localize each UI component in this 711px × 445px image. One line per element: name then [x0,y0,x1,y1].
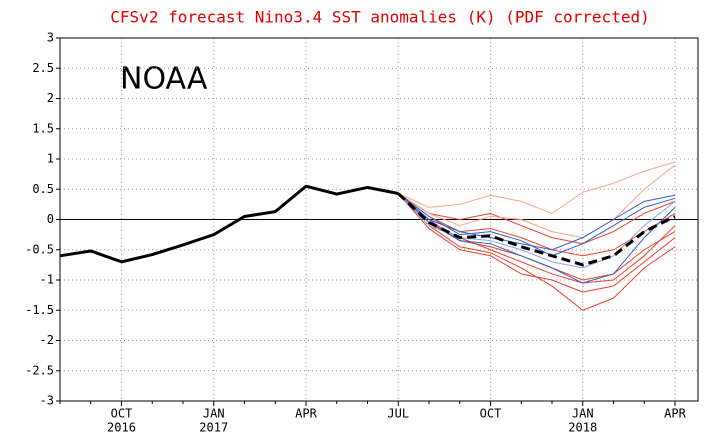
y-tick-label: 2.5 [32,61,54,75]
x-tick-label: OCT [480,407,502,421]
y-tick-label: -1 [40,273,54,287]
x-tick-label: OCT [111,407,133,421]
series-line [398,161,676,214]
series-line [397,192,676,267]
y-tick-label: -0.5 [25,242,54,256]
plot-frame [59,37,699,402]
series-line [397,193,676,245]
series-line [397,193,676,257]
x-year-label: 2018 [568,421,597,435]
x-tick-label: APR [664,407,686,421]
y-tick-label: -2.5 [25,363,54,377]
x-tick-label: APR [295,407,317,421]
y-tick-label: 0.5 [32,182,54,196]
y-tick-label: 3 [47,31,54,45]
y-tick-label: -2 [40,333,54,347]
y-tick-label: -1.5 [25,303,54,317]
y-tick-label: 1 [47,152,54,166]
x-tick-label: JUL [387,407,409,421]
x-tick-label: JAN [203,407,225,421]
y-tick-label: -3 [40,394,54,408]
x-year-label: 2017 [199,421,228,435]
y-tick-label: 2 [47,91,54,105]
series-line [59,184,399,264]
annotation: NOAA [120,62,208,97]
chart-title: CFSv2 forecast Nino3.4 SST anomalies (K)… [110,8,649,27]
y-tick-label: 0 [47,212,54,226]
series-line [397,193,676,269]
y-tick-label: 1.5 [32,121,54,135]
series-line [397,193,676,293]
x-year-label: 2016 [107,421,136,435]
x-tick-label: JAN [572,407,594,421]
series-line [397,164,676,239]
